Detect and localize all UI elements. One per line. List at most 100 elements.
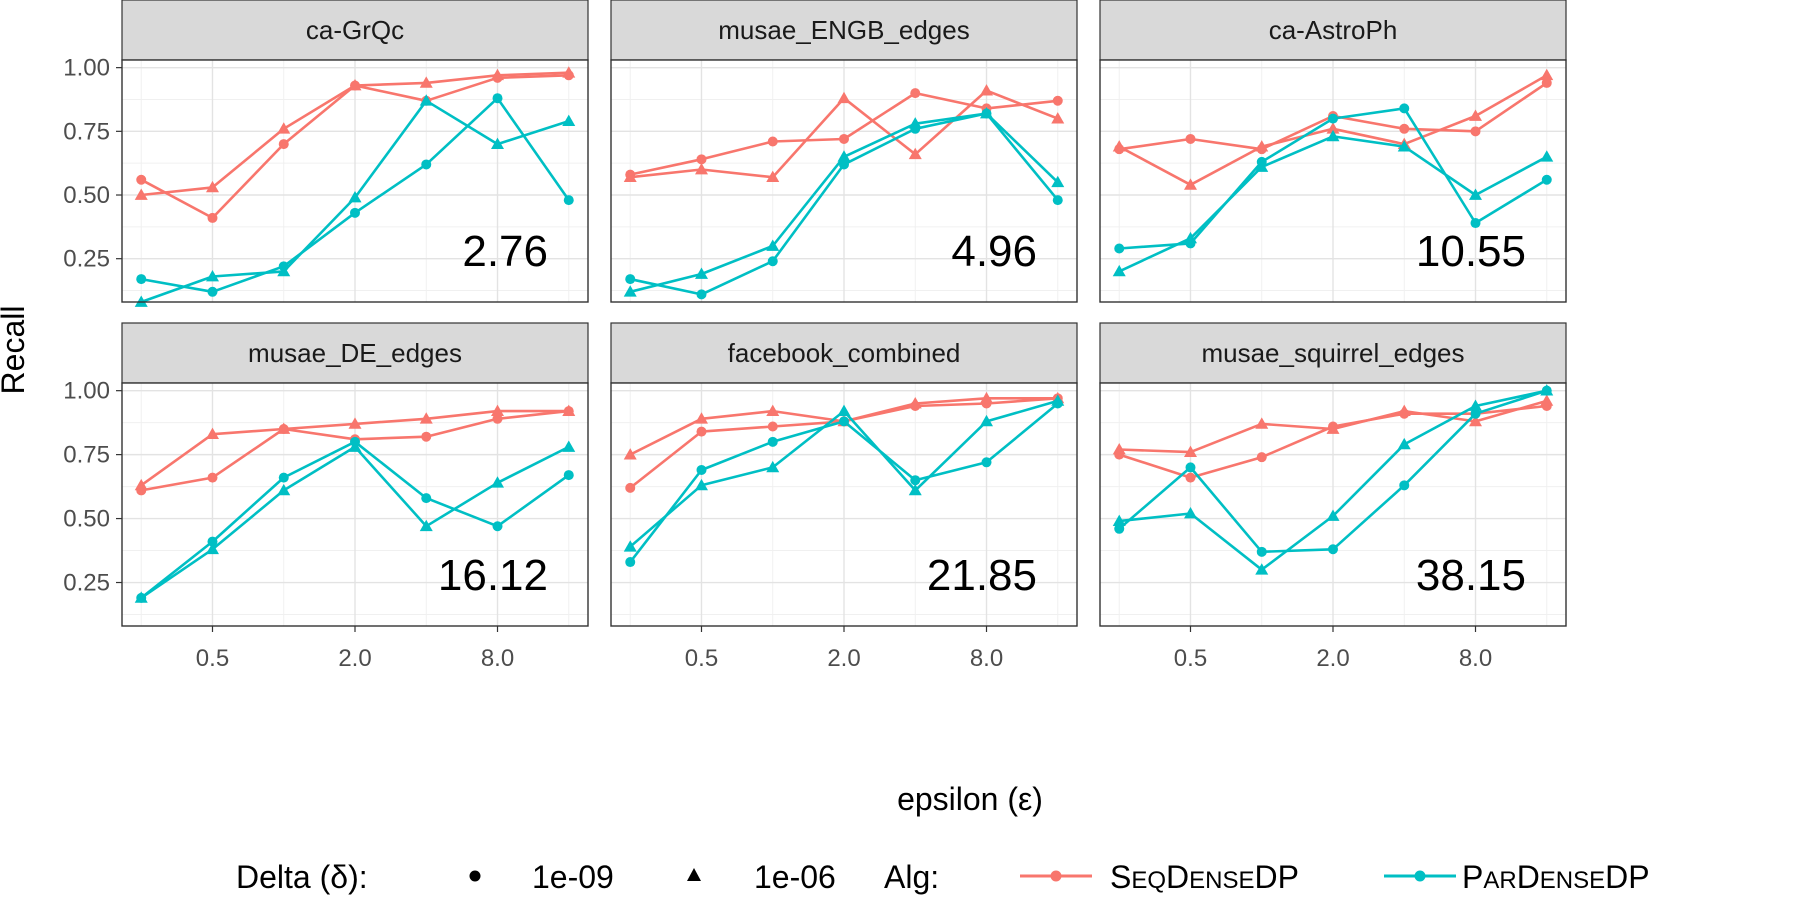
data-point-triangle xyxy=(837,404,851,417)
data-point-triangle xyxy=(134,591,148,603)
data-point-circle xyxy=(207,286,218,297)
data-point-triangle xyxy=(205,542,219,555)
data-point-triangle xyxy=(134,188,148,200)
panel-strip-title: musae_ENGB_edges xyxy=(718,15,969,45)
x-tick-label: 2.0 xyxy=(827,645,860,672)
data-point-triangle xyxy=(1326,129,1340,142)
panel-strip xyxy=(1099,0,1567,61)
data-point-triangle xyxy=(348,191,362,203)
data-point-triangle xyxy=(980,84,994,96)
data-point-triangle xyxy=(562,440,576,452)
data-point-triangle xyxy=(1183,506,1197,519)
data-point-triangle xyxy=(1469,188,1483,200)
data-point-triangle xyxy=(419,412,433,424)
data-point-circle xyxy=(910,88,921,99)
data-point-triangle xyxy=(766,404,780,417)
panel-ca-GrQc: ca-GrQc 2.76 0.25 0.50 0.75 1.00 xyxy=(63,0,589,307)
data-point-triangle xyxy=(491,476,505,488)
data-point-triangle xyxy=(1255,417,1269,429)
data-point-triangle xyxy=(205,427,219,440)
legend: Delta (δ): 1e-09 1e-06 Alg: SEQDENSEDP P… xyxy=(236,859,1650,895)
panel-annotation: 2.76 xyxy=(462,227,548,276)
y-axis-title: Recall xyxy=(0,306,31,395)
legend-alg-title: Alg: xyxy=(884,859,939,895)
legend-triangle-marker xyxy=(687,868,701,881)
data-point-triangle xyxy=(277,422,291,434)
data-point-triangle xyxy=(1540,394,1554,406)
data-point-triangle xyxy=(766,460,780,473)
data-point-triangle xyxy=(1183,178,1197,190)
data-point-circle xyxy=(1114,243,1125,254)
x-tick-label: 8.0 xyxy=(481,645,514,672)
data-point-circle xyxy=(767,256,778,267)
data-point-circle xyxy=(1399,480,1410,491)
y-tick-label: 1.00 xyxy=(63,55,110,82)
data-point-circle xyxy=(136,174,147,185)
data-point-triangle xyxy=(1183,445,1197,457)
data-point-triangle xyxy=(837,91,851,104)
panel-strip xyxy=(610,0,1078,61)
data-point-circle xyxy=(1399,103,1410,114)
y-tick-label: 0.75 xyxy=(63,118,110,145)
data-point-triangle xyxy=(1112,264,1126,277)
data-point-triangle xyxy=(1112,140,1126,152)
data-point-circle xyxy=(492,521,503,532)
legend-par-marker xyxy=(1414,870,1426,882)
data-point-circle xyxy=(278,472,289,483)
data-point-circle xyxy=(839,416,849,427)
data-point-circle xyxy=(767,136,778,147)
data-point-triangle xyxy=(623,540,637,552)
y-tick-label: 0.50 xyxy=(63,506,110,533)
data-point-triangle xyxy=(348,440,362,452)
data-point-triangle xyxy=(694,163,708,175)
data-point-triangle xyxy=(1397,437,1411,450)
data-point-triangle xyxy=(205,180,219,193)
y-tick-label: 0.50 xyxy=(63,182,110,209)
y-tick-label: 0.25 xyxy=(63,570,110,597)
data-point-circle xyxy=(1185,472,1196,483)
data-point-triangle xyxy=(1469,399,1483,411)
data-point-circle xyxy=(625,274,636,285)
legend-delta-1e-06: 1e-06 xyxy=(754,859,836,895)
panel-ca-AstroPh: ca-AstroPh 10.55 xyxy=(1099,0,1567,303)
data-point-circle xyxy=(563,470,574,481)
panel-strip-title: facebook_combined xyxy=(728,338,961,368)
legend-circle-marker xyxy=(469,870,481,882)
data-point-triangle xyxy=(277,122,291,134)
data-point-triangle xyxy=(1469,414,1483,427)
data-point-circle xyxy=(421,493,432,504)
data-point-triangle xyxy=(766,239,780,251)
data-point-triangle xyxy=(980,391,994,404)
data-point-circle xyxy=(421,159,432,170)
panel-border xyxy=(121,59,589,303)
data-point-triangle xyxy=(1540,150,1554,162)
data-point-triangle xyxy=(980,414,994,427)
panel-strip-title: ca-GrQc xyxy=(306,15,404,45)
data-point-circle xyxy=(1256,546,1267,557)
data-point-circle xyxy=(1185,462,1196,473)
data-point-circle xyxy=(350,207,360,218)
data-point-triangle xyxy=(908,483,922,496)
data-point-circle xyxy=(207,212,218,223)
data-point-triangle xyxy=(562,114,576,127)
data-point-circle xyxy=(207,472,218,483)
data-point-circle xyxy=(136,274,147,285)
data-point-circle xyxy=(696,289,707,300)
data-point-triangle xyxy=(1540,384,1554,396)
panel-border xyxy=(610,59,1078,303)
data-point-circle xyxy=(981,457,992,468)
data-point-triangle xyxy=(277,483,291,496)
data-point-circle xyxy=(563,195,574,206)
data-point-triangle xyxy=(908,117,922,129)
data-point-triangle xyxy=(908,147,922,160)
x-tick-label: 2.0 xyxy=(1316,645,1349,672)
data-point-circle xyxy=(625,482,636,493)
x-tick-label: 8.0 xyxy=(1459,645,1492,672)
data-point-triangle xyxy=(1326,422,1340,434)
data-point-circle xyxy=(1328,113,1338,124)
data-point-triangle xyxy=(134,478,148,491)
data-point-triangle xyxy=(1469,109,1483,121)
data-point-circle xyxy=(910,475,921,486)
data-point-circle xyxy=(1470,218,1481,229)
panel-musae_squirrel_edges: musae_squirrel_edges 38.15 0.5 2.0 8.0 xyxy=(1099,322,1567,672)
